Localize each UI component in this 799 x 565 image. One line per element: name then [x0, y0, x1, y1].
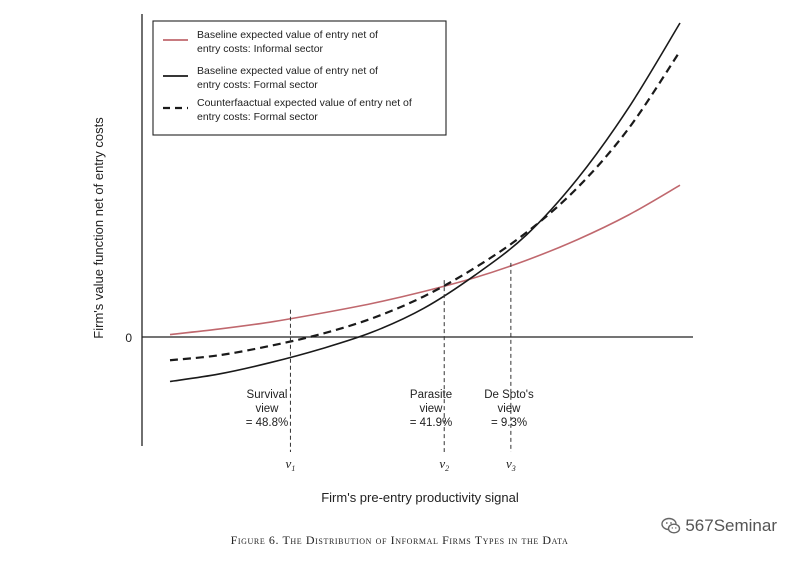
- legend-formal-text-line1: Baseline expected value of entry net of: [197, 65, 378, 77]
- region-text-nu3-0: De Soto's: [484, 389, 534, 401]
- region-text-nu1-0: Survival: [247, 389, 288, 401]
- series-informal-line: [169, 184, 681, 336]
- region-text-nu3-2: = 9.3%: [491, 417, 527, 429]
- watermark: 567Seminar: [661, 516, 777, 536]
- watermark-text: 567Seminar: [685, 516, 777, 535]
- region-text-nu2-0: Parasite: [410, 389, 452, 401]
- wechat-icon: [661, 517, 681, 534]
- legend-formal-text-line2: entry costs: Formal sector: [197, 79, 318, 91]
- threshold-label-nu1: ν1: [286, 456, 296, 473]
- legend-informal-text-line2: entry costs: Informal sector: [197, 43, 324, 55]
- legend-formal-text: Baseline expected value of entry net of e…: [197, 65, 378, 91]
- region-text-nu2-1: view: [419, 403, 443, 415]
- series-formal-line: [169, 22, 681, 383]
- legend-box: [152, 20, 447, 136]
- legend-informal-text-line1: Baseline expected value of entry net of: [197, 29, 378, 41]
- region-text-nu2-2: = 41.9%: [410, 417, 453, 429]
- threshold-label-nu2: ν2: [439, 456, 449, 473]
- region-text-nu1-1: view: [255, 403, 279, 415]
- legend-counterfactual-text-line2: entry costs: Formal sector: [197, 111, 318, 123]
- threshold-sub-nu2: 2: [445, 464, 449, 473]
- y-zero-label: 0: [125, 331, 132, 345]
- legend-counterfactual-text: Counterfaactual expected value of entry …: [197, 97, 412, 123]
- x-axis-label: Firm's pre-entry productivity signal: [321, 490, 519, 505]
- region-text-nu1-2: = 48.8%: [246, 417, 289, 429]
- legend-informal-text: Baseline expected value of entry net of e…: [197, 29, 378, 55]
- threshold-label-nu3: ν3: [506, 456, 516, 473]
- figure-caption: Figure 6. The Distribution of Informal F…: [230, 533, 569, 547]
- region-text-nu3-1: view: [497, 403, 521, 415]
- threshold-sub-nu1: 1: [291, 464, 295, 473]
- threshold-sub-nu3: 3: [511, 464, 516, 473]
- y-axis-label: Firm's value function net of entry costs: [91, 117, 106, 339]
- legend-counterfactual-text-line1: Counterfaactual expected value of entry …: [197, 97, 412, 109]
